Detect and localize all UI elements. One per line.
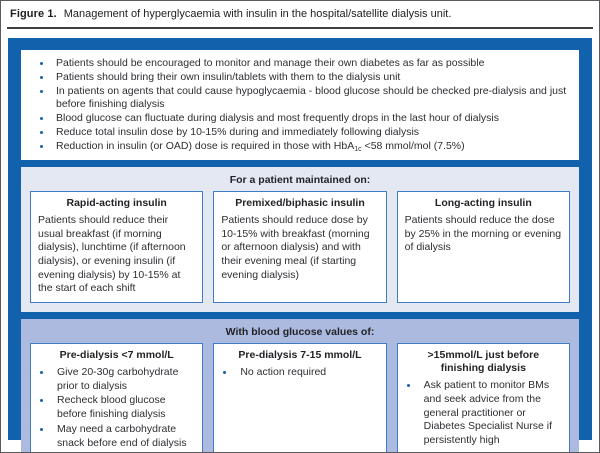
glucose-normal-list: No action required	[221, 366, 378, 380]
glucose-values-header: With blood glucose values of:	[225, 325, 375, 338]
bullet-item: May need a carbohydrate snack before end…	[52, 423, 195, 451]
glucose-high-box: >15mmol/L just before finishing dialysis…	[396, 342, 570, 452]
bullet-item: In patients on agents that could cause h…	[52, 85, 569, 113]
general-advice-panel: Patients should be encouraged to monitor…	[21, 50, 579, 160]
maintained-on-columns: Rapid-acting insulin Patients should red…	[30, 190, 570, 303]
caption-divider	[7, 27, 593, 30]
maintained-on-section: For a patient maintained on: Rapid-actin…	[21, 166, 579, 312]
bullet-item: Patients should bring their own insulin/…	[52, 71, 569, 85]
bullet-item: Reduce total insulin dose by 10-15% duri…	[52, 126, 569, 140]
main-blue-frame: Patients should be encouraged to monitor…	[8, 38, 592, 452]
rapid-acting-title: Rapid-acting insulin	[66, 196, 167, 209]
glucose-values-section: With blood glucose values of: Pre-dialys…	[21, 318, 579, 452]
figure-caption-text: Management of hyperglycaemia with insuli…	[63, 8, 452, 20]
figure-label: Figure 1.	[10, 8, 57, 20]
premixed-biphasic-box: Premixed/biphasic insulin Patients shoul…	[213, 190, 387, 303]
bullet-item: Give 20-30g carbohydrate prior to dialys…	[52, 366, 195, 394]
glucose-normal-box: Pre-dialysis 7-15 mmol/L No action requi…	[213, 342, 387, 452]
rapid-acting-body: Patients should reduce their usual break…	[38, 213, 186, 295]
bullet-item: Reduction in insulin (or OAD) dose is re…	[52, 140, 569, 154]
figure-caption: Figure 1. Management of hyperglycaemia wi…	[1, 1, 599, 26]
general-advice-list: Patients should be encouraged to monitor…	[33, 57, 569, 154]
premixed-biphasic-title: Premixed/biphasic insulin	[235, 196, 365, 209]
glucose-high-list: Ask patient to monitor BMs and seek advi…	[405, 379, 562, 448]
glucose-low-box: Pre-dialysis <7 mmol/L Give 20-30g carbo…	[30, 342, 204, 452]
bullet-item: Blood glucose can fluctuate during dialy…	[52, 112, 569, 126]
glucose-values-columns: Pre-dialysis <7 mmol/L Give 20-30g carbo…	[30, 342, 570, 452]
glucose-low-list: Give 20-30g carbohydrate prior to dialys…	[38, 366, 195, 451]
bullet-item: No action required	[235, 366, 378, 380]
long-acting-title: Long-acting insulin	[434, 196, 532, 209]
premixed-biphasic-body: Patients should reduce dose by 10-15% wi…	[221, 213, 370, 281]
long-acting-box: Long-acting insulin Patients should redu…	[396, 190, 570, 303]
maintained-on-header: For a patient maintained on:	[229, 173, 371, 186]
bullet-item: Patients should be encouraged to monitor…	[52, 57, 569, 71]
rapid-acting-box: Rapid-acting insulin Patients should red…	[30, 190, 204, 303]
glucose-low-title: Pre-dialysis <7 mmol/L	[59, 348, 174, 361]
bullet-item: Ask patient to monitor BMs and seek advi…	[419, 379, 562, 448]
glucose-normal-title: Pre-dialysis 7-15 mmol/L	[238, 348, 362, 361]
bullet-item: Recheck blood glucose before finishing d…	[52, 394, 195, 422]
glucose-high-title: >15mmol/L just before finishing dialysis	[427, 348, 540, 374]
long-acting-body: Patients should reduce the dose by 25% i…	[404, 213, 562, 254]
